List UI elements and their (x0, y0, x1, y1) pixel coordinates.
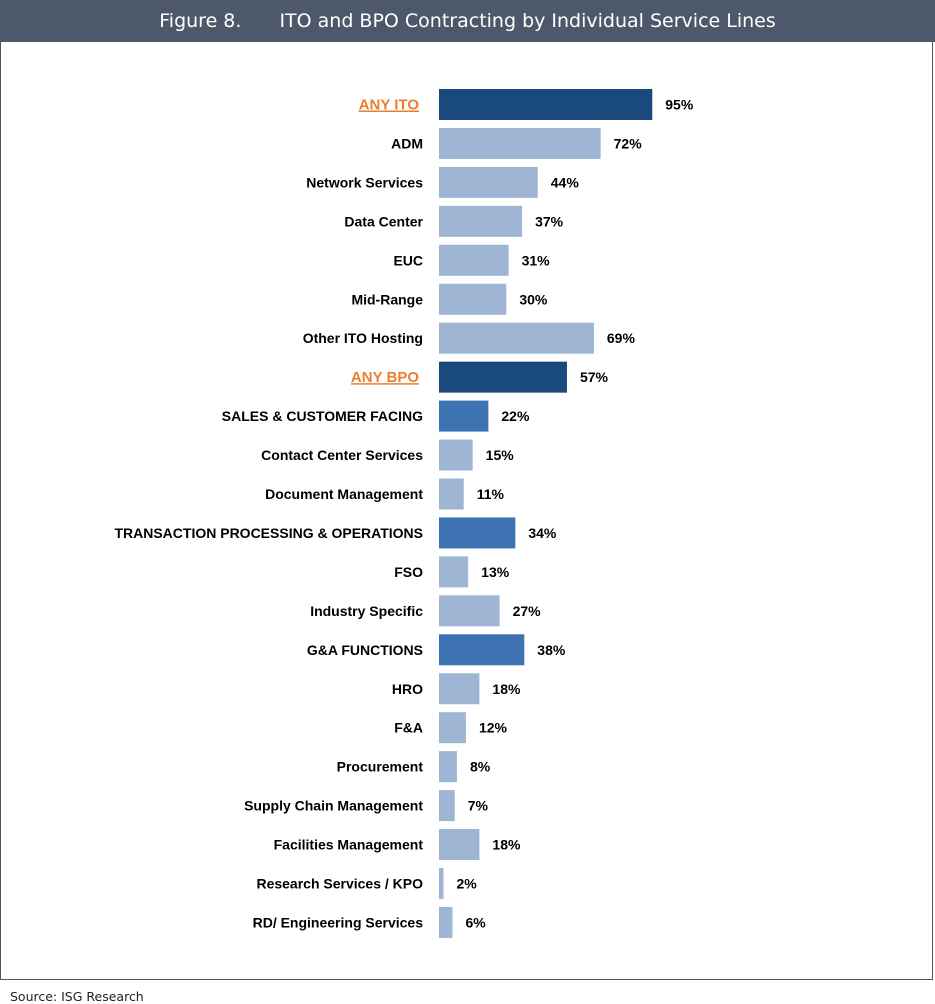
bar-document-management (439, 478, 464, 510)
value-label-g-a-functions: 38% (537, 642, 566, 658)
category-label-f-a: F&A (394, 720, 423, 736)
bar-transaction-processing-operations (439, 517, 516, 549)
source-note: Source: ISG Research (10, 989, 144, 1004)
bar-g-a-functions (439, 634, 525, 666)
value-label-rd-engineering-services: 6% (465, 914, 486, 930)
value-label-adm: 72% (614, 135, 643, 151)
category-label-rd-engineering-services: RD/ Engineering Services (253, 914, 424, 930)
category-label-document-management: Document Management (265, 486, 423, 502)
category-label-network-services: Network Services (306, 174, 423, 190)
figure-title: ITO and BPO Contracting by Individual Se… (279, 10, 776, 32)
category-label-data-center: Data Center (344, 213, 423, 229)
value-label-network-services: 44% (551, 174, 580, 190)
value-label-research-services-kpo: 2% (456, 876, 477, 892)
bar-research-services-kpo (439, 868, 444, 899)
category-label-procurement: Procurement (337, 759, 424, 775)
value-label-other-ito-hosting: 69% (607, 330, 636, 346)
category-label-sales-customer-facing: SALES & CUSTOMER FACING (222, 408, 423, 424)
figure-number: Figure 8. (159, 10, 242, 32)
category-label-research-services-kpo: Research Services / KPO (256, 876, 423, 892)
bar-any-bpo (439, 361, 567, 393)
bar-adm (439, 127, 601, 159)
bar-data-center (439, 205, 523, 237)
bar-industry-specific (439, 595, 500, 627)
value-label-supply-chain-management: 7% (468, 798, 489, 814)
bar-any-ito (439, 89, 653, 120)
category-label-hro: HRO (392, 681, 423, 697)
bar-network-services (439, 166, 538, 198)
bar-contact-center-services (439, 439, 473, 471)
value-label-mid-range: 30% (519, 291, 548, 307)
value-label-any-bpo: 57% (580, 369, 609, 385)
bar-procurement (439, 751, 457, 783)
category-label-g-a-functions: G&A FUNCTIONS (307, 642, 423, 658)
category-label-transaction-processing-operations: TRANSACTION PROCESSING & OPERATIONS (114, 525, 423, 541)
bar-sales-customer-facing (439, 400, 489, 432)
category-label-contact-center-services: Contact Center Services (261, 447, 423, 463)
category-label-any-ito: ANY ITO (359, 97, 420, 114)
value-label-industry-specific: 27% (513, 603, 542, 619)
bar-chart: ANY ITO 95% ADM 72% Network Services 44% Data … (114, 89, 694, 938)
category-label-any-bpo: ANY BPO (351, 369, 419, 386)
figure-header: Figure 8. ITO and BPO Contracting by Ind… (0, 0, 935, 42)
bar-euc (439, 244, 509, 276)
category-label-other-ito-hosting: Other ITO Hosting (303, 330, 423, 346)
value-label-contact-center-services: 15% (486, 447, 515, 463)
bar-f-a (439, 712, 466, 744)
category-label-supply-chain-management: Supply Chain Management (244, 798, 423, 814)
value-label-procurement: 8% (470, 759, 491, 775)
value-label-document-management: 11% (477, 486, 505, 502)
value-label-euc: 31% (522, 252, 551, 268)
value-label-facilities-management: 18% (492, 837, 521, 853)
chart-frame: ANY ITO 95% ADM 72% Network Services 44% Data … (0, 42, 933, 980)
value-label-sales-customer-facing: 22% (501, 408, 530, 424)
bar-rd-engineering-services (439, 906, 453, 938)
value-label-transaction-processing-operations: 34% (528, 525, 557, 541)
category-label-mid-range: Mid-Range (351, 291, 423, 307)
category-label-facilities-management: Facilities Management (274, 837, 424, 853)
value-label-fso: 13% (481, 564, 510, 580)
value-label-data-center: 37% (535, 213, 564, 229)
bar-hro (439, 673, 480, 705)
bar-mid-range (439, 283, 507, 315)
value-label-f-a: 12% (479, 720, 508, 736)
category-label-euc: EUC (393, 252, 423, 268)
bar-other-ito-hosting (439, 322, 594, 354)
category-label-industry-specific: Industry Specific (310, 603, 423, 619)
bar-fso (439, 556, 469, 588)
bar-facilities-management (439, 829, 480, 861)
bar-supply-chain-management (439, 790, 455, 822)
value-label-any-ito: 95% (665, 97, 694, 113)
category-label-adm: ADM (391, 135, 423, 151)
category-label-fso: FSO (394, 564, 423, 580)
value-label-hro: 18% (492, 681, 521, 697)
